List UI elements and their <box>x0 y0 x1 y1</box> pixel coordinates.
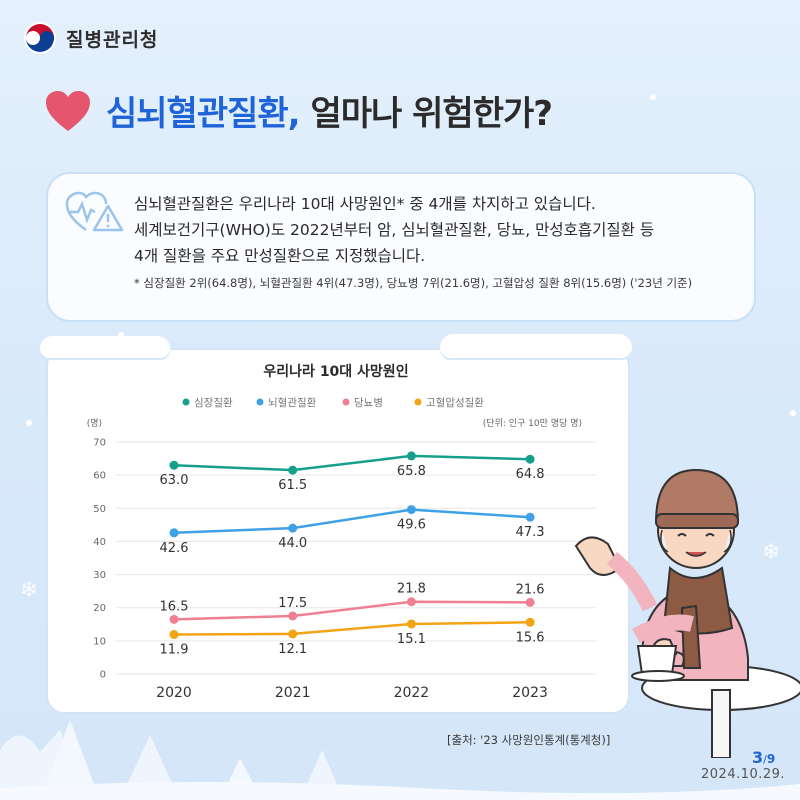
snow-cap <box>40 336 170 358</box>
logo: 질병관리청 <box>22 20 158 56</box>
data-label: 42.6 <box>160 541 189 556</box>
org-name: 질병관리청 <box>66 28 159 51</box>
info-line: 세계보건기구(WHO)도 2022년부터 암, 심뇌혈관질환, 당뇨, 만성호흡… <box>134 221 655 239</box>
info-footnote: * 심장질환 2위(64.8명), 뇌혈관질환 4위(47.3명), 당뇨병 7… <box>134 276 693 290</box>
data-point <box>169 630 179 640</box>
heart-warning-icon <box>65 191 124 232</box>
page-indicator: 3/9 <box>752 748 776 767</box>
data-point <box>288 523 298 533</box>
data-label: 11.9 <box>160 643 189 658</box>
data-point <box>169 528 179 538</box>
headline: 심뇌혈관질환, 얼마나 위험한가? <box>44 86 553 135</box>
data-point <box>406 619 416 629</box>
y-tick-label: 70 <box>93 438 106 449</box>
data-point <box>288 611 298 621</box>
snow-dot <box>118 332 124 338</box>
title-rest: 얼마나 위험한가? <box>310 94 553 134</box>
info-line: 심뇌혈관질환은 우리나라 10대 사망원인* 중 4개를 차지하고 있습니다. <box>134 195 596 213</box>
data-point <box>288 629 298 639</box>
taegeuk-logo-icon <box>24 22 56 54</box>
snowflake-icon: ❄ <box>762 540 781 565</box>
data-point <box>525 597 535 607</box>
y-tick-label: 20 <box>93 603 106 614</box>
x-tick-label: 2021 <box>275 685 311 701</box>
data-label: 17.5 <box>278 596 307 611</box>
data-label: 65.8 <box>397 464 426 479</box>
data-label: 12.1 <box>278 642 307 657</box>
data-label: 44.0 <box>278 536 307 551</box>
data-point <box>525 617 535 627</box>
snow-dot <box>650 94 656 100</box>
x-tick-label: 2022 <box>394 685 430 701</box>
data-point <box>525 454 535 464</box>
chart-title: 우리나라 10대 사망원인 <box>263 363 408 380</box>
data-point <box>288 465 298 475</box>
series-line <box>173 454 531 472</box>
legend-label: 고혈압성질환 <box>426 396 484 409</box>
x-tick-label: 2020 <box>156 685 192 701</box>
data-point <box>169 460 179 470</box>
snow-dot <box>26 420 32 426</box>
page-title: 심뇌혈관질환, 얼마나 위험한가? <box>106 86 553 135</box>
series-line <box>173 621 531 636</box>
source-note: [출처: '23 사망원인통계(통계청)] <box>447 733 611 747</box>
data-label: 49.6 <box>397 518 426 533</box>
y-tick-label: 30 <box>93 570 106 581</box>
data-label: 63.0 <box>160 473 189 488</box>
data-label: 15.6 <box>516 630 545 645</box>
series-line <box>173 508 531 535</box>
legend-marker <box>256 398 264 406</box>
data-point <box>406 451 416 461</box>
grandmother-illustration <box>574 468 800 758</box>
heart-icon <box>46 90 90 131</box>
y-tick-label: 50 <box>93 504 106 515</box>
snow-cap <box>440 334 632 358</box>
legend-marker <box>414 398 422 406</box>
unit-note: (단위: 인구 10만 명당 명) <box>483 418 582 429</box>
data-label: 21.6 <box>516 582 545 597</box>
legend-label: 심장질환 <box>194 397 233 409</box>
info-box: 심뇌혈관질환은 우리나라 10대 사망원인* 중 4개를 차지하고 있습니다. … <box>46 172 756 322</box>
data-label: 21.8 <box>397 582 426 597</box>
data-label: 64.8 <box>516 467 545 482</box>
info-text: 심뇌혈관질환은 우리나라 10대 사망원인* 중 4개를 차지하고 있습니다. … <box>134 191 692 291</box>
y-tick-label: 40 <box>93 537 106 548</box>
info-line: 4개 질환을 주요 만성질환으로 지정했습니다. <box>134 247 426 265</box>
legend-label: 뇌혈관질환 <box>268 396 317 409</box>
snowflake-icon: ❄ <box>20 578 39 603</box>
data-point <box>406 597 416 607</box>
page-total: 9 <box>766 752 776 766</box>
chart-card <box>46 348 630 714</box>
page-current: 3 <box>752 748 764 767</box>
data-point <box>406 505 416 515</box>
data-label: 15.1 <box>397 632 426 647</box>
x-tick-label: 2023 <box>512 685 548 701</box>
y-axis-label: (명) <box>87 418 102 429</box>
data-label: 16.5 <box>160 599 189 614</box>
legend-marker <box>182 398 190 406</box>
y-tick-label: 60 <box>93 471 106 482</box>
publish-date: 2024.10.29. <box>701 767 786 782</box>
y-tick-label: 0 <box>100 670 106 681</box>
title-highlight: 심뇌혈관질환, <box>106 94 301 134</box>
legend-label: 당뇨병 <box>354 397 383 409</box>
snow-dot <box>790 410 796 416</box>
data-point <box>169 614 179 624</box>
legend-marker <box>342 398 350 406</box>
series-line <box>173 600 531 621</box>
snow-trees <box>0 720 800 800</box>
data-label: 61.5 <box>278 478 307 493</box>
data-point <box>525 512 535 522</box>
y-tick-label: 10 <box>93 636 106 647</box>
data-label: 47.3 <box>516 525 545 540</box>
